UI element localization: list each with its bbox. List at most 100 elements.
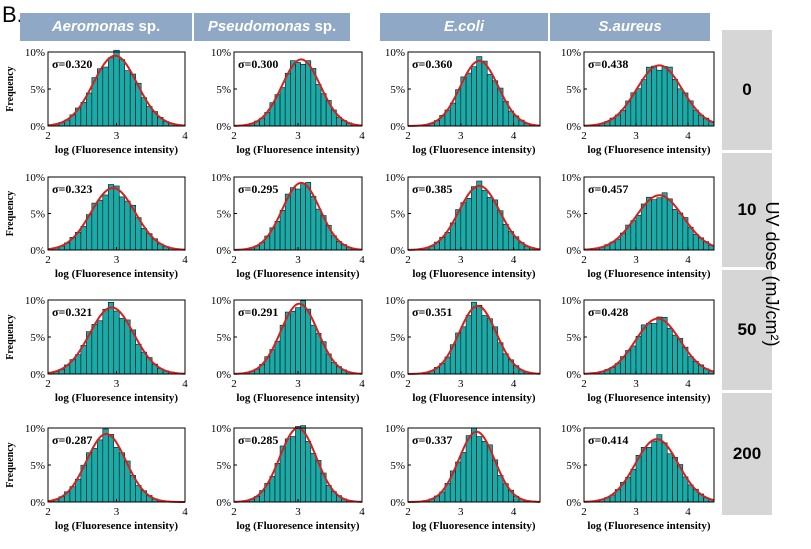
- sigma-label: σ=0.285: [238, 433, 278, 447]
- histogram-bar: [113, 185, 120, 251]
- histogram-bar: [290, 310, 296, 375]
- histogram-bar: [661, 66, 668, 127]
- x-tick-label: 2: [581, 506, 587, 518]
- x-tick-label: 3: [458, 378, 464, 390]
- histogram-panel-r4-c4: 0% 5% 10% 2 3 4 log (Fluoresence intensity) σ=0…: [561, 423, 715, 532]
- histogram-bar: [300, 300, 306, 375]
- x-tick-label: 2: [45, 506, 51, 518]
- dose-label-50: 50: [722, 270, 772, 390]
- gaussian-fit-line: [583, 438, 715, 503]
- gaussian-fit-line: [47, 54, 186, 127]
- histogram-bar: [80, 226, 87, 251]
- histogram-bar: [295, 188, 301, 251]
- x-tick-label: 4: [359, 130, 365, 142]
- x-tick-label: 3: [295, 506, 301, 518]
- histogram-bar: [646, 447, 652, 503]
- y-tick-label: 10%: [25, 423, 45, 435]
- histogram-bar: [310, 196, 317, 251]
- histogram-panel-r4-c2: 0% 5% 10% 2 3 4 log (Fluoresence intensity) σ=0…: [211, 423, 365, 532]
- x-tick-label: 4: [182, 254, 188, 266]
- sigma-label: σ=0.360: [412, 57, 452, 71]
- histogram-bar: [465, 198, 472, 251]
- column-header-name: E.coli: [443, 18, 484, 35]
- histogram-bar: [140, 97, 147, 127]
- x-axis-label: log (Fluoresence intensity): [55, 392, 179, 404]
- histogram-bar: [102, 194, 109, 251]
- gaussian-fit-line: [47, 432, 186, 503]
- histogram-bar: [672, 209, 678, 251]
- x-tick-label: 3: [458, 506, 464, 518]
- sigma-label: σ=0.385: [412, 182, 452, 196]
- x-tick-label: 3: [295, 130, 301, 142]
- histogram-bar: [646, 66, 652, 127]
- histogram-bar: [113, 446, 120, 503]
- x-axis-label: log (Fluoresence intensity): [55, 268, 179, 280]
- y-tick-label: 5%: [390, 460, 405, 472]
- y-tick-label: 0%: [390, 497, 405, 509]
- x-tick-label: 4: [359, 378, 365, 390]
- histogram-bar: [300, 425, 306, 503]
- histogram-bar: [476, 304, 483, 375]
- column-header-name: Aeromonas: [51, 18, 135, 35]
- y-tick-label: 5%: [566, 84, 581, 96]
- histogram-bar: [661, 317, 668, 375]
- histogram-bar: [91, 448, 98, 503]
- y-tick-label: 5%: [30, 209, 45, 221]
- x-tick-label: 3: [114, 378, 120, 390]
- y-axis-label: Frequency: [5, 191, 16, 236]
- y-tick-label: 0%: [30, 497, 45, 509]
- gaussian-fit-line: [583, 317, 715, 375]
- histogram-bar: [640, 203, 647, 251]
- x-tick-label: 2: [405, 130, 411, 142]
- histogram-bar: [666, 66, 673, 127]
- y-tick-label: 0%: [216, 245, 231, 257]
- histogram-bar: [284, 438, 291, 503]
- histogram-bar: [656, 69, 663, 127]
- y-tick-label: 0%: [566, 497, 581, 509]
- histogram-bar: [97, 68, 104, 127]
- sigma-label: σ=0.351: [412, 305, 452, 319]
- histogram-bar: [481, 190, 488, 251]
- histogram-bar: [651, 65, 658, 127]
- gaussian-fit-line: [47, 186, 186, 251]
- x-axis-label: log (Fluoresence intensity): [587, 392, 711, 404]
- gaussian-fit-line: [233, 58, 363, 127]
- y-tick-label: 10%: [561, 47, 581, 59]
- histogram-bar: [672, 79, 678, 127]
- x-tick-label: 4: [359, 506, 365, 518]
- y-tick-label: 10%: [25, 172, 45, 184]
- y-tick-label: 0%: [566, 369, 581, 381]
- histogram-bar: [687, 356, 694, 375]
- y-tick-label: 5%: [566, 209, 581, 221]
- histogram-bar: [656, 316, 663, 375]
- sigma-label: σ=0.291: [238, 305, 278, 319]
- y-tick-label: 0%: [216, 121, 231, 133]
- histogram-bar: [651, 199, 658, 251]
- histogram-bar: [656, 434, 663, 503]
- sigma-label: σ=0.428: [588, 305, 628, 319]
- histogram-bar: [460, 326, 467, 375]
- histogram-bar: [102, 66, 109, 127]
- x-tick-label: 3: [114, 130, 120, 142]
- histogram-bar: [107, 184, 115, 251]
- histogram-panel-r1-c2: 0% 5% 10% 2 3 4 log (Fluoresence intensity) σ=0…: [211, 47, 365, 156]
- gaussian-fit-line: [583, 64, 715, 127]
- y-tick-label: 0%: [216, 497, 231, 509]
- x-tick-label: 4: [511, 130, 517, 142]
- y-tick-label: 5%: [216, 460, 231, 472]
- x-axis-label: log (Fluoresence intensity): [587, 268, 711, 280]
- histogram-bar: [460, 202, 467, 251]
- histogram-bar: [497, 475, 504, 503]
- x-tick-label: 4: [685, 506, 691, 518]
- x-tick-label: 4: [511, 506, 517, 518]
- histogram-bar: [118, 196, 126, 251]
- x-tick-label: 2: [231, 254, 237, 266]
- histogram-bar: [635, 88, 642, 127]
- histogram-bar: [640, 447, 647, 503]
- histogram-bar: [279, 210, 286, 251]
- histogram-bar: [135, 343, 142, 375]
- histogram-bar: [666, 198, 673, 251]
- x-tick-label: 3: [295, 378, 301, 390]
- histogram-bar: [295, 62, 301, 127]
